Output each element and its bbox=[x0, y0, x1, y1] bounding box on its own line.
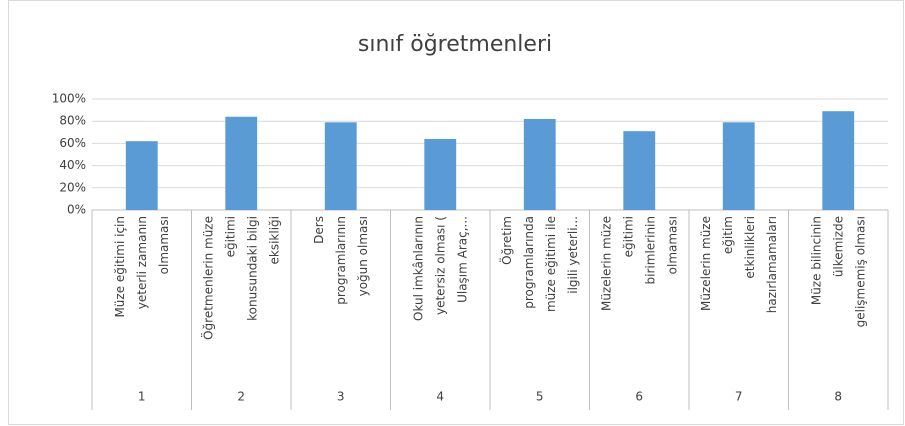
category-label: Okul imkânlarının yetersiz olması ( Ulaş… bbox=[411, 216, 469, 321]
x-tick-label: 3 bbox=[337, 390, 345, 404]
x-tick-label: 8 bbox=[834, 390, 842, 404]
y-tick-label: 60% bbox=[59, 136, 86, 150]
bar bbox=[523, 118, 556, 210]
x-tick-label: 4 bbox=[436, 390, 444, 404]
chart-title: sınıf öğretmenleri bbox=[358, 32, 552, 57]
bar bbox=[822, 111, 855, 210]
x-tick-label: 6 bbox=[635, 390, 643, 404]
x-tick-label: 5 bbox=[536, 390, 544, 404]
category-label: Müze eğitimi için yeterli zamanın olmama… bbox=[112, 216, 170, 318]
y-tick-label: 40% bbox=[59, 158, 86, 172]
bar bbox=[225, 116, 258, 210]
category-label: Ders programlarının yoğun olması bbox=[311, 216, 369, 309]
x-tick-label: 7 bbox=[735, 390, 743, 404]
bar bbox=[125, 141, 158, 210]
category-label: Müzelerin müze eğitim etkinlikleri hazır… bbox=[698, 216, 778, 317]
bar bbox=[722, 122, 755, 210]
x-tick-label: 2 bbox=[237, 390, 245, 404]
chart-frame bbox=[8, 0, 904, 425]
category-label: Müze bilincinin ülkemizde gelişmemiş olm… bbox=[809, 216, 867, 331]
y-tick-label: 100% bbox=[52, 92, 86, 106]
bar bbox=[424, 138, 457, 210]
y-tick-label: 0% bbox=[67, 203, 86, 217]
category-label: Müzelerin müze eğitimi birimlerinin olma… bbox=[599, 216, 679, 311]
y-tick-label: 20% bbox=[59, 180, 86, 194]
category-label: Öğretmenlerin müze eğitimi konusundaki b… bbox=[199, 216, 281, 340]
bar bbox=[623, 131, 656, 210]
bar bbox=[324, 122, 357, 210]
y-tick-label: 80% bbox=[59, 114, 86, 128]
category-label: Öğretim programlarında müze eğitimi ile … bbox=[497, 216, 579, 316]
x-tick-label: 1 bbox=[138, 390, 146, 404]
